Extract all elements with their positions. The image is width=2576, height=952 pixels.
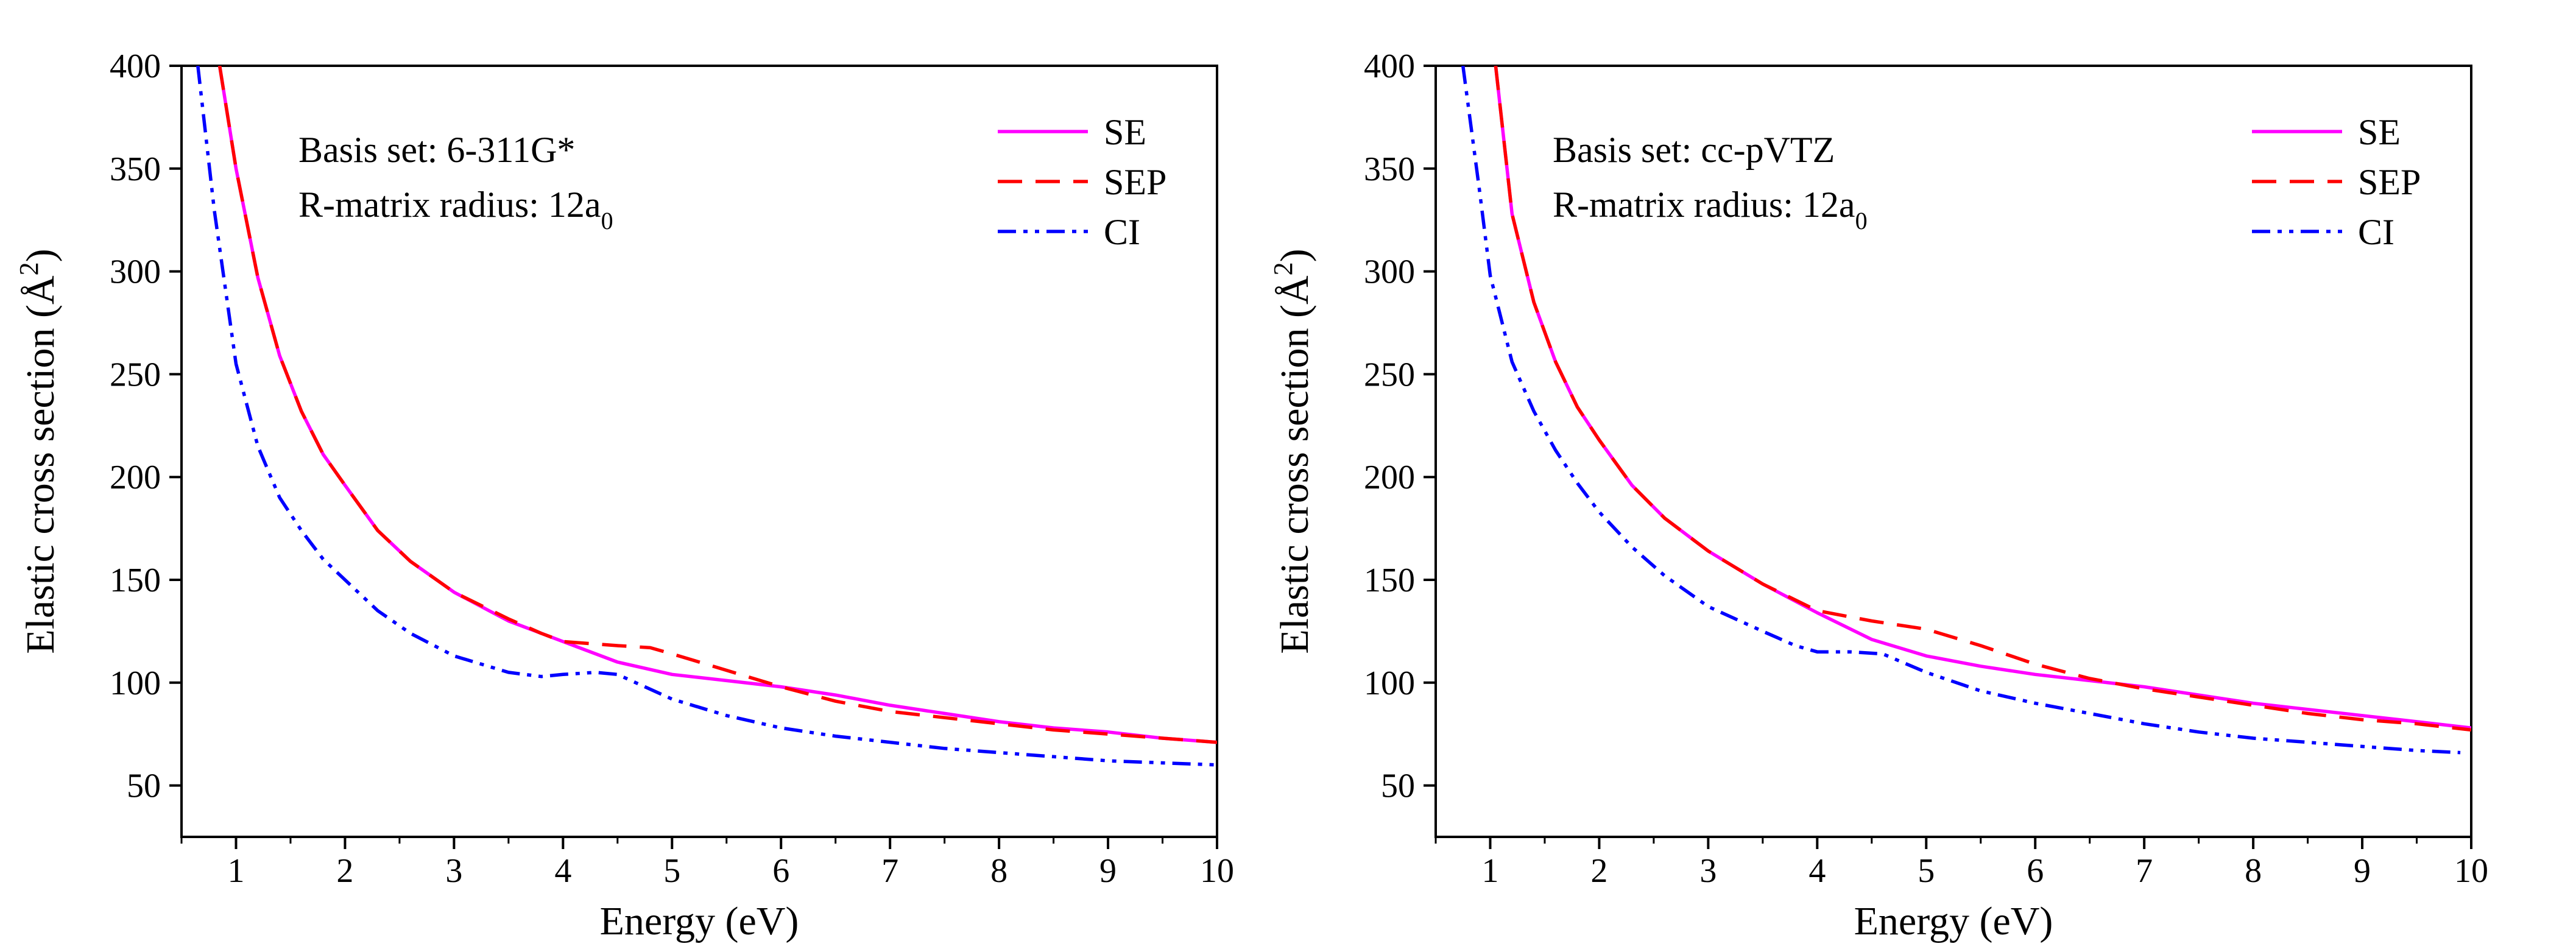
y-tick-label: 250 [110, 356, 161, 393]
x-tick-label: 9 [2354, 852, 2371, 890]
rmatrix-radius-text: R-matrix radius: 12a [298, 185, 601, 225]
y-axis-label-text: Elastic cross section (Å [18, 275, 63, 654]
x-tick-label: 5 [1918, 852, 1935, 890]
x-tick-label: 10 [2454, 852, 2488, 890]
legend-sep-label: SEP [2358, 162, 2421, 202]
y-tick-label: 250 [1364, 356, 1415, 393]
y-tick-label: 400 [110, 48, 161, 85]
x-tick-label: 3 [445, 852, 462, 890]
y-tick-label: 350 [110, 150, 161, 188]
y-tick-label: 50 [127, 767, 161, 805]
y-axis-label: Elastic cross section (Å2) [1268, 249, 1317, 654]
x-tick-label: 3 [1699, 852, 1717, 890]
y-tick-label: 350 [1364, 150, 1415, 188]
y-tick-label: 100 [110, 665, 161, 702]
chart-panel-right: 1 2 3 4 5 6 7 8 9 10 50 100 150 200 250 300 350 400 Energy… [1268, 48, 2488, 943]
rmatrix-radius-annotation: R-matrix radius: 12a0 [298, 185, 613, 234]
plot-area [196, 66, 1217, 767]
legend-se-label: SE [2358, 112, 2401, 152]
plot-frame [1434, 65, 2472, 838]
y-tick-label: 50 [1381, 767, 1415, 805]
rmatrix-radius-subscript: 0 [1855, 207, 1868, 234]
rmatrix-radius-annotation: R-matrix radius: 12a0 [1553, 185, 1868, 234]
y-tick-label: 400 [1364, 48, 1415, 85]
x-tick-label: 8 [2245, 852, 2262, 890]
x-tick-label: 6 [2027, 852, 2044, 890]
y-tick-label: 100 [1364, 665, 1415, 702]
rmatrix-radius-text: R-matrix radius: 12a [1553, 185, 1855, 225]
legend-se-label: SE [1104, 112, 1146, 152]
x-tick-label: 1 [1481, 852, 1498, 890]
x-tick-label: 7 [2136, 852, 2153, 890]
x-tick-label: 8 [990, 852, 1007, 890]
series-ci-line [1461, 66, 2461, 755]
series-sep-line [1494, 66, 2471, 732]
y-axis-label-close: ) [1272, 249, 1317, 262]
x-tick-label: 4 [554, 852, 571, 890]
plot-frame [180, 65, 1218, 838]
legend-ci-label: CI [1104, 212, 1140, 252]
y-tick-label: 200 [1364, 459, 1415, 496]
series-sep-line [217, 66, 1217, 744]
x-tick-label: 6 [772, 852, 789, 890]
x-tick-label: 2 [336, 852, 353, 890]
x-tick-label: 1 [227, 852, 244, 890]
y-tick-label: 150 [1364, 562, 1415, 599]
basis-set-annotation: Basis set: 6-311G* [298, 130, 575, 170]
y-axis-label-close: ) [18, 249, 63, 262]
plot-area [1461, 66, 2471, 755]
x-tick-label: 10 [1200, 852, 1234, 890]
y-tick-label: 300 [1364, 253, 1415, 291]
chart-panel-left: 1 2 3 4 5 6 7 8 9 10 50 100 150 200 250 300 350 400 Energy… [14, 48, 1234, 943]
series-ci-line [196, 66, 1217, 767]
legend-sep-label: SEP [1104, 162, 1166, 202]
x-axis-label: Energy (eV) [600, 899, 799, 943]
rmatrix-radius-subscript: 0 [601, 207, 613, 234]
x-tick-label: 7 [881, 852, 898, 890]
y-axis-label-superscript: 2 [14, 262, 44, 275]
y-tick-label: 300 [110, 253, 161, 291]
y-axis-label-superscript: 2 [1268, 262, 1298, 275]
basis-set-annotation: Basis set: cc-pVTZ [1553, 130, 1835, 170]
legend-ci-label: CI [2358, 212, 2394, 252]
x-axis-label: Energy (eV) [1854, 899, 2053, 943]
y-tick-label: 150 [110, 562, 161, 599]
series-se-line [1494, 66, 2471, 730]
y-tick-label: 200 [110, 459, 161, 496]
y-axis-label: Elastic cross section (Å2) [14, 249, 63, 654]
y-axis-label-text: Elastic cross section (Å [1272, 275, 1317, 654]
x-tick-label: 9 [1099, 852, 1117, 890]
x-tick-label: 5 [663, 852, 680, 890]
x-tick-label: 2 [1590, 852, 1607, 890]
x-tick-label: 4 [1808, 852, 1826, 890]
